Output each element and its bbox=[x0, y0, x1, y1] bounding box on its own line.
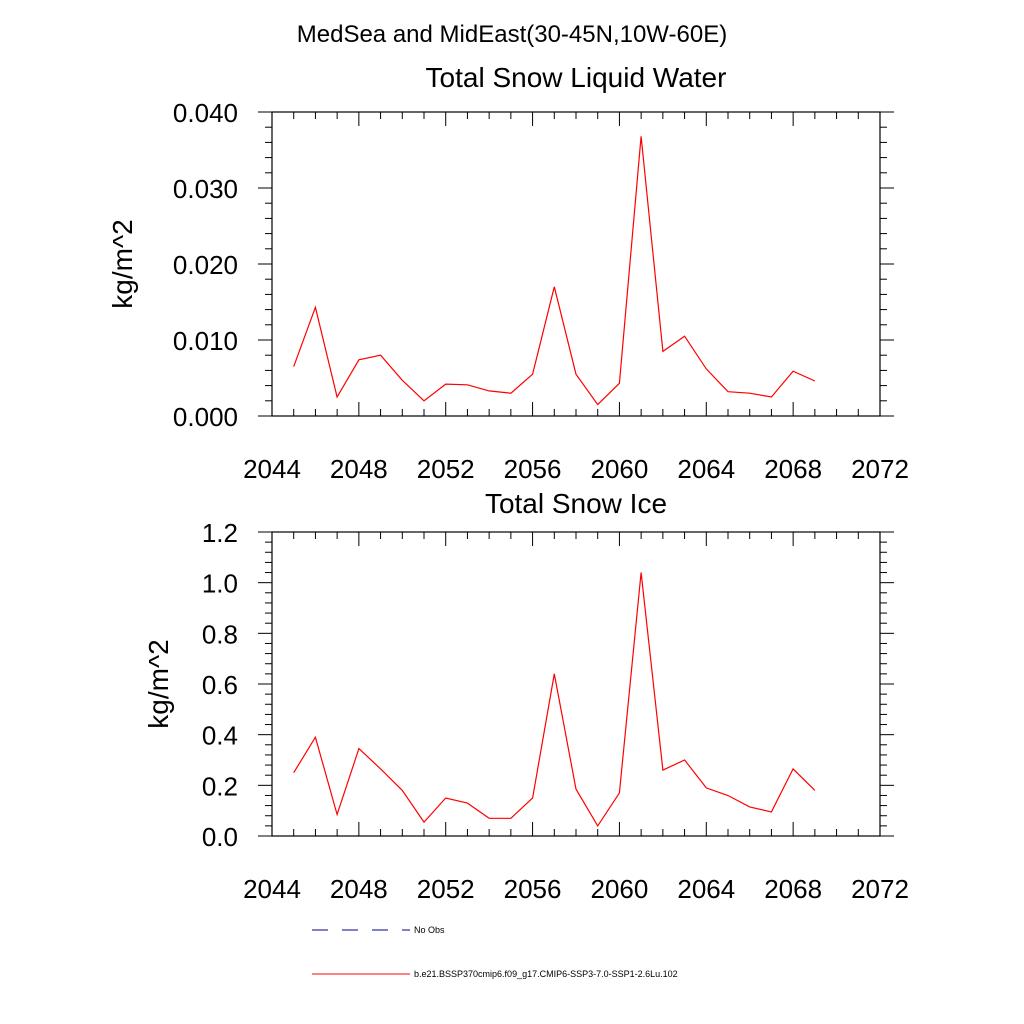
y-tick-label: 0.020 bbox=[173, 250, 238, 280]
y-tick-label: 0.2 bbox=[202, 771, 238, 801]
x-tick-label: 2064 bbox=[677, 874, 735, 904]
y-tick-label: 0.8 bbox=[202, 619, 238, 649]
plot-frame bbox=[271, 111, 881, 417]
legend: No Obs b.e21.BSSP370cmip6.f09_g17.CMIP6-… bbox=[312, 925, 678, 979]
x-tick-label: 2044 bbox=[243, 454, 301, 484]
y-tick-label: 0.040 bbox=[173, 98, 238, 128]
legend-label-no-obs: No Obs bbox=[414, 925, 445, 935]
legend-label-model: b.e21.BSSP370cmip6.f09_g17.CMIP6-SSP3-7.… bbox=[414, 969, 678, 979]
x-tick-label: 2048 bbox=[330, 874, 388, 904]
x-tick-label: 2068 bbox=[764, 874, 822, 904]
x-tick-label: 2044 bbox=[243, 874, 301, 904]
x-tick-label: 2052 bbox=[417, 454, 475, 484]
plot-frame bbox=[271, 531, 881, 837]
x-tick-label: 2052 bbox=[417, 874, 475, 904]
chart-title: Total Snow Liquid Water bbox=[426, 62, 727, 93]
y-axis-label: kg/m^2 bbox=[107, 219, 138, 308]
x-tick-label: 2072 bbox=[851, 874, 909, 904]
y-tick-label: 0.030 bbox=[173, 174, 238, 204]
x-tick-label: 2068 bbox=[764, 454, 822, 484]
y-tick-label: 1.0 bbox=[202, 569, 238, 599]
x-tick-label: 2056 bbox=[504, 454, 562, 484]
x-tick-label: 2048 bbox=[330, 454, 388, 484]
y-tick-label: 0.0 bbox=[202, 822, 238, 852]
chart-title: Total Snow Ice bbox=[485, 488, 667, 519]
x-tick-label: 2064 bbox=[677, 454, 735, 484]
y-tick-label: 0.010 bbox=[173, 326, 238, 356]
series-line-snow-liquid-water bbox=[293, 136, 816, 406]
y-tick-label: 1.2 bbox=[202, 518, 238, 548]
y-tick-label: 0.6 bbox=[202, 670, 238, 700]
x-tick-label: 2072 bbox=[851, 454, 909, 484]
series-line-snow-ice bbox=[293, 572, 816, 828]
x-tick-label: 2056 bbox=[504, 874, 562, 904]
chart-panel-snow-liquid-water: Total Snow Liquid Water kg/m^2 2044 2048 205… bbox=[107, 62, 909, 484]
chart-panel-snow-ice: Total Snow Ice kg/m^2 2044 2048 2052 2056 2060… bbox=[143, 488, 909, 904]
y-axis-label: kg/m^2 bbox=[143, 639, 174, 728]
x-tick-label: 2060 bbox=[591, 874, 649, 904]
y-tick-label: 0.000 bbox=[173, 402, 238, 432]
x-tick-label: 2060 bbox=[591, 454, 649, 484]
y-tick-label: 0.4 bbox=[202, 721, 238, 751]
figure-title: MedSea and MidEast(30-45N,10W-60E) bbox=[297, 21, 727, 48]
